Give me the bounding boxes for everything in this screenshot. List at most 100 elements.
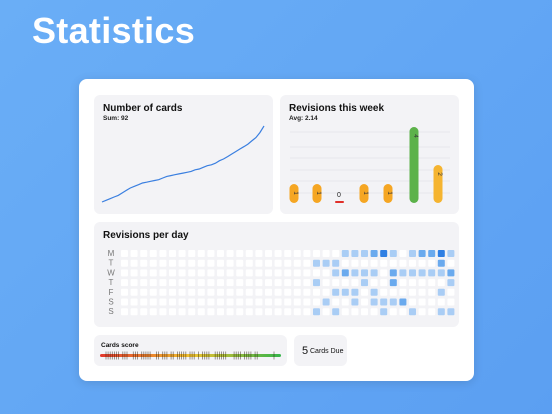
heatmap-cell xyxy=(351,269,359,277)
heatmap-cell xyxy=(399,298,407,306)
heatmap-cell xyxy=(226,259,234,267)
heatmap-cell xyxy=(169,250,176,257)
heatmap-cell xyxy=(370,259,378,267)
heatmap-cell xyxy=(341,308,349,316)
heatmap-cell xyxy=(197,269,205,277)
heatmap-cell xyxy=(399,308,407,316)
heatmap-cell xyxy=(207,308,215,316)
heatmap-cell xyxy=(409,269,416,277)
heatmap-cell xyxy=(332,279,340,287)
revision-bar-label: 4 xyxy=(412,134,419,138)
page-title: Statistics xyxy=(32,10,196,51)
heatmap-cell xyxy=(197,250,205,257)
heatmap-cell xyxy=(274,259,282,267)
heatmap-cell xyxy=(361,279,368,287)
heatmap-cell xyxy=(178,250,186,257)
heatmap-cell xyxy=(121,259,128,267)
heatmap-day-label: T xyxy=(109,259,114,268)
heatmap-cell xyxy=(217,279,224,287)
heatmap-cell xyxy=(437,250,445,257)
revision-bar-label: 1 xyxy=(362,191,369,195)
heatmap-cell xyxy=(274,250,282,257)
cards-score-title: Cards score xyxy=(101,342,139,349)
heatmap-cell xyxy=(159,308,167,316)
heatmap-cell xyxy=(255,288,263,296)
heatmap-cell xyxy=(284,308,292,316)
heatmap-cell xyxy=(418,250,426,257)
heatmap-cell xyxy=(409,308,416,316)
number-of-cards-card[interactable]: Number of cards Sum: 92 xyxy=(94,95,273,214)
heatmap-cell xyxy=(322,250,330,257)
heatmap-cell xyxy=(207,288,215,296)
heatmap-cell xyxy=(188,288,196,296)
heatmap-cell xyxy=(303,250,311,257)
heatmap-cell xyxy=(130,250,138,257)
heatmap-cell xyxy=(197,308,205,316)
heatmap-cell xyxy=(169,269,176,277)
heatmap-cell xyxy=(409,279,416,287)
heatmap-cell xyxy=(447,269,455,277)
heatmap-cell xyxy=(293,288,301,296)
revision-bar-label: 0 xyxy=(337,192,341,199)
heatmap-cell xyxy=(159,288,167,296)
heatmap-cell xyxy=(217,259,224,267)
heatmap-cell xyxy=(197,259,205,267)
heatmap-cell xyxy=(428,288,436,296)
heatmap-cell xyxy=(447,298,455,306)
heatmap-cell xyxy=(255,298,263,306)
heatmap-cell xyxy=(255,250,263,257)
heatmap-cell xyxy=(178,308,186,316)
heatmap-cell xyxy=(361,250,368,257)
heatmap-cell xyxy=(447,308,455,316)
heatmap-cell xyxy=(293,250,301,257)
heatmap-cell xyxy=(341,279,349,287)
heatmap-cell xyxy=(188,269,196,277)
revisions-week-card[interactable]: Revisions this week Avg: 2.14 1 1 0 1 1 4 2 xyxy=(280,95,459,214)
heatmap-cell xyxy=(380,269,388,277)
heatmap-cell xyxy=(389,288,397,296)
heatmap-cell xyxy=(149,250,157,257)
heatmap-cell xyxy=(284,279,292,287)
heatmap-cell xyxy=(303,279,311,287)
revisions-bar-chart: 1 1 0 1 1 4 2 xyxy=(289,127,450,203)
cards-due-card[interactable]: 5 Cards Due xyxy=(294,335,347,366)
heatmap-cell xyxy=(313,308,320,316)
heatmap-day-label: M xyxy=(108,249,115,258)
heatmap-cell xyxy=(284,259,292,267)
revisions-week-avg: Avg: 2.14 xyxy=(289,115,318,122)
heatmap-cell xyxy=(303,259,311,267)
heatmap-cell xyxy=(284,288,292,296)
heatmap-cell xyxy=(332,269,340,277)
heatmap-cell xyxy=(447,259,455,267)
revision-bar xyxy=(335,201,344,203)
heatmap-cell xyxy=(236,269,244,277)
heatmap-cell xyxy=(245,279,253,287)
heatmap-cell xyxy=(437,259,445,267)
heatmap-cell xyxy=(226,298,234,306)
heatmap-cell xyxy=(226,269,234,277)
heatmap-cell xyxy=(140,308,148,316)
revision-bar xyxy=(359,184,369,203)
heatmap-cell xyxy=(255,308,263,316)
heatmap-cell xyxy=(207,259,215,267)
cards-score-card[interactable]: Cards score xyxy=(94,335,287,366)
heatmap-cell xyxy=(121,308,128,316)
heatmap-cell xyxy=(447,288,455,296)
heatmap-cell xyxy=(370,288,378,296)
heatmap-cell xyxy=(207,250,215,257)
cards-score-bar xyxy=(100,351,281,360)
heatmap-cell xyxy=(313,250,320,257)
heatmap-cell xyxy=(265,250,272,257)
heatmap-day-label: T xyxy=(109,278,114,287)
revision-bar xyxy=(289,184,299,203)
heatmap-cell xyxy=(236,259,244,267)
heatmap-cell xyxy=(121,288,128,296)
heatmap-cell xyxy=(188,308,196,316)
heatmap-cell xyxy=(226,250,234,257)
heatmap-cell xyxy=(437,269,445,277)
heatmap-cell xyxy=(284,298,292,306)
heatmap-cell xyxy=(332,250,340,257)
heatmap-cell xyxy=(140,279,148,287)
heatmap-cell xyxy=(217,269,224,277)
